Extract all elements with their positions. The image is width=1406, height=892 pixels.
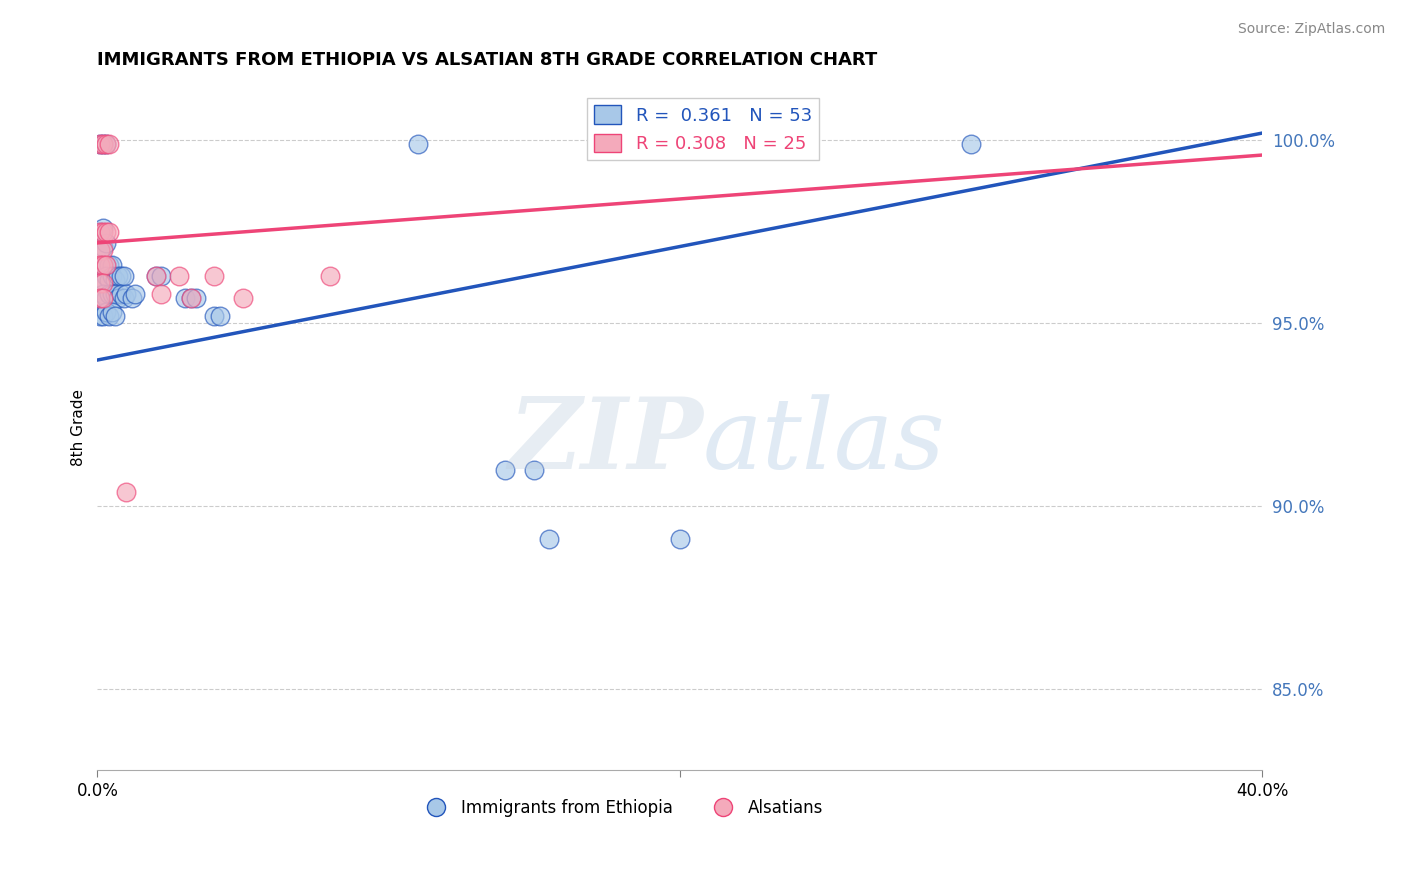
Point (89, 244, 111, 258)
Point (167, 268, 190, 283)
Point (91, 221, 114, 235)
Point (89, 291, 111, 305)
Text: atlas: atlas (703, 393, 946, 489)
Point (91, 309, 114, 323)
Point (150, 268, 173, 283)
Point (89, 258, 111, 272)
Point (202, 268, 225, 283)
Y-axis label: 8th Grade: 8th Grade (72, 389, 86, 467)
Point (101, 258, 124, 272)
Point (180, 291, 202, 305)
Point (107, 291, 129, 305)
Point (186, 291, 208, 305)
Point (89, 309, 111, 323)
Point (94, 258, 117, 272)
Text: IMMIGRANTS FROM ETHIOPIA VS ALSATIAN 8TH GRADE CORRELATION CHART: IMMIGRANTS FROM ETHIOPIA VS ALSATIAN 8TH… (97, 51, 877, 69)
Point (180, 291, 202, 305)
Point (173, 291, 195, 305)
Point (110, 287, 132, 301)
Point (89, 258, 111, 272)
Point (94, 137, 117, 152)
Point (960, 137, 983, 152)
Point (145, 268, 167, 283)
Point (202, 309, 225, 323)
Point (94, 258, 117, 272)
Point (98, 287, 121, 301)
Point (91, 272, 114, 286)
Point (98, 137, 121, 152)
Point (89, 276, 111, 290)
Point (101, 305, 124, 319)
Legend: Immigrants from Ethiopia, Alsatians: Immigrants from Ethiopia, Alsatians (413, 792, 830, 823)
Point (145, 268, 167, 283)
Point (94, 235, 117, 250)
Point (232, 291, 254, 305)
Point (98, 309, 121, 323)
Point (107, 268, 129, 283)
Point (94, 291, 117, 305)
Point (94, 305, 117, 319)
Point (112, 268, 135, 283)
Point (98, 272, 121, 286)
Point (319, 268, 342, 283)
Point (91, 239, 114, 253)
Point (89, 291, 111, 305)
Point (89, 276, 111, 290)
Point (104, 309, 127, 323)
Point (110, 268, 132, 283)
Point (89, 225, 111, 239)
Point (91, 244, 114, 258)
Point (94, 137, 117, 152)
Point (537, 533, 560, 547)
Point (104, 287, 127, 301)
Point (523, 463, 546, 477)
Point (94, 225, 117, 239)
Point (101, 268, 124, 283)
Point (668, 533, 690, 547)
Point (91, 291, 114, 305)
Point (89, 137, 111, 152)
Point (101, 287, 124, 301)
Point (115, 484, 138, 499)
Point (89, 244, 111, 258)
Point (124, 287, 146, 301)
Point (89, 137, 111, 152)
Point (112, 291, 135, 305)
Point (121, 291, 143, 305)
Text: ZIP: ZIP (508, 393, 703, 490)
Point (94, 268, 117, 283)
Point (406, 137, 429, 152)
Point (104, 272, 127, 286)
Point (91, 276, 114, 290)
Point (91, 287, 114, 301)
Point (91, 225, 114, 239)
Point (208, 309, 231, 323)
Point (98, 225, 121, 239)
Point (91, 137, 114, 152)
Point (115, 287, 138, 301)
Point (494, 463, 516, 477)
Point (91, 258, 114, 272)
Point (150, 287, 173, 301)
Point (98, 258, 121, 272)
Point (91, 258, 114, 272)
Text: Source: ZipAtlas.com: Source: ZipAtlas.com (1237, 22, 1385, 37)
Point (89, 225, 111, 239)
Point (91, 137, 114, 152)
